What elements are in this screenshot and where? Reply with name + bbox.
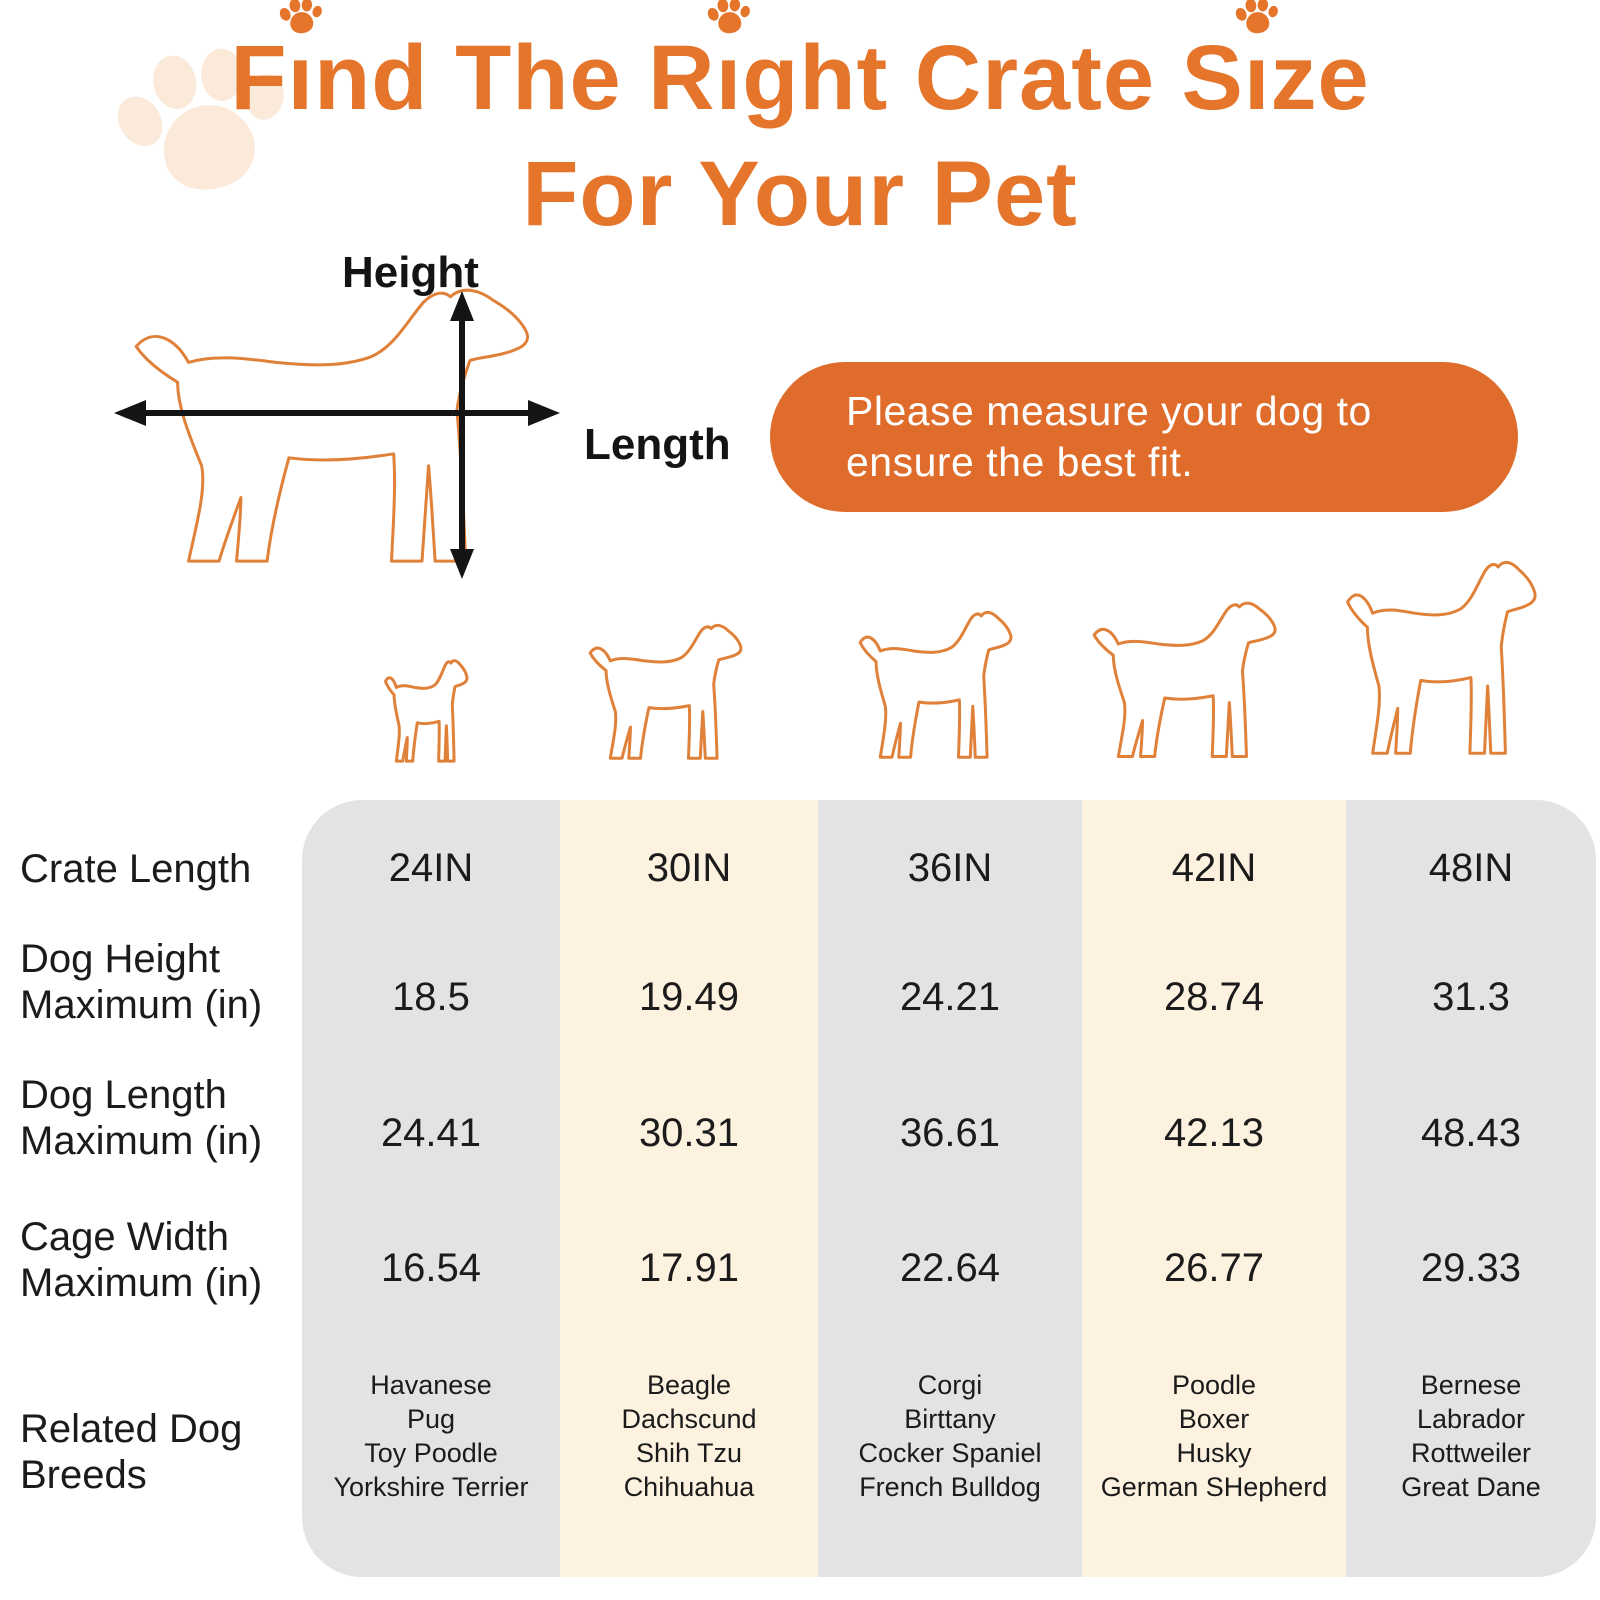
callout-line2: ensure the best fit. — [846, 439, 1194, 485]
row-label-text: Related Dog — [20, 1407, 243, 1451]
cage-width-max-value: 17.91 — [638, 1246, 740, 1290]
breed-item: Chihuahua — [623, 1472, 755, 1502]
breed-item: Great Dane — [1401, 1472, 1541, 1502]
dog-length-max-value: 24.41 — [380, 1111, 482, 1155]
row-label-text: Breeds — [20, 1453, 147, 1497]
breed-item: Dachscund — [621, 1404, 757, 1434]
breed-item: Corgi — [917, 1370, 983, 1400]
breed-item: Labrador — [1416, 1404, 1526, 1434]
callout-line1: Please measure your dog to — [846, 388, 1372, 434]
breed-item: Toy Poodle — [364, 1438, 498, 1468]
breeds-list: Corgi Birttany Cocker Spaniel French Bul… — [818, 1368, 1082, 1504]
crate-length-value: 24IN — [388, 846, 474, 890]
breed-item: Pug — [406, 1404, 456, 1434]
dog-height-max-value: 28.74 — [1163, 975, 1265, 1019]
title-text: F — [230, 27, 288, 129]
row-label-text: Dog Length — [20, 1073, 227, 1117]
height-arrow — [450, 291, 474, 579]
row-label-dog-length: Dog Length Maximum (in) — [20, 1072, 310, 1164]
breed-item: French Bulldog — [859, 1472, 1041, 1502]
length-arrow — [114, 400, 560, 426]
row-label-text: Maximum (in) — [20, 1119, 263, 1163]
breed-item: Birttany — [904, 1404, 996, 1434]
measure-callout: Please measure your dog to ensure the be… — [770, 362, 1518, 512]
row-label-text: Cage Width — [20, 1215, 229, 1259]
cage-width-max-value: 16.54 — [380, 1246, 482, 1290]
title-text: ght Crate S — [742, 27, 1244, 129]
row-label-dog-height: Dog Height Maximum (in) — [20, 936, 310, 1028]
title-text: ı — [287, 27, 315, 129]
row-label-text: Crate Length — [20, 847, 252, 891]
title-text: ı — [715, 27, 743, 129]
column-stripe-30in — [560, 800, 818, 1577]
row-label-text: Maximum (in) — [20, 983, 263, 1027]
crate-length-value: 36IN — [907, 846, 993, 890]
dog-length-max-value: 42.13 — [1163, 1111, 1265, 1155]
title-text: ı — [1243, 27, 1271, 129]
breeds-list: Poodle Boxer Husky German SHepherd — [1082, 1368, 1346, 1504]
column-stripe-42in — [1082, 800, 1346, 1577]
breed-item: Bernese — [1420, 1370, 1522, 1400]
dog-height-max-value: 24.21 — [899, 975, 1001, 1019]
crate-length-value: 30IN — [646, 846, 732, 890]
dog-icon-great-dane — [1335, 546, 1565, 770]
dog-length-max-value: 36.61 — [899, 1111, 1001, 1155]
callout-text: Please measure your dog to ensure the be… — [846, 386, 1372, 488]
breeds-list: Bernese Labrador Rottweiler Great Dane — [1346, 1368, 1596, 1504]
row-label-crate-length: Crate Length — [20, 846, 310, 892]
title-i-paw-right: ı — [704, 0, 754, 131]
paw-icon — [704, 0, 754, 36]
breeds-list: Havanese Pug Toy Poodle Yorkshire Terrie… — [302, 1368, 560, 1504]
column-stripe-24in — [302, 800, 560, 1577]
breed-item: Husky — [1176, 1438, 1252, 1468]
crate-length-value: 42IN — [1171, 846, 1257, 890]
dog-height-max-value: 18.5 — [392, 975, 470, 1019]
cage-width-max-value: 26.77 — [1163, 1246, 1265, 1290]
dog-length-max-value: 48.43 — [1420, 1111, 1522, 1155]
breed-item: Yorkshire Terrier — [333, 1472, 529, 1502]
row-label-cage-width: Cage Width Maximum (in) — [20, 1214, 310, 1306]
breed-item: Poodle — [1171, 1370, 1257, 1400]
row-label-related-breeds: Related Dog Breeds — [20, 1406, 310, 1498]
page-title-line1: Fı nd The Rı ght Crate Sı ze — [0, 0, 1600, 131]
cage-width-max-value: 22.64 — [899, 1246, 1001, 1290]
row-label-text: Maximum (in) — [20, 1261, 263, 1305]
dog-icon-beagle — [588, 623, 743, 760]
paw-icon — [1232, 0, 1283, 36]
title-text: nd The R — [314, 27, 716, 129]
page-title-line2: For Your Pet — [522, 143, 1078, 245]
paw-icon — [276, 0, 326, 36]
cage-width-max-value: 29.33 — [1420, 1246, 1522, 1290]
row-label-text: Dog Height — [20, 937, 221, 981]
breed-item: Beagle — [646, 1370, 732, 1400]
breed-item: Shih Tzu — [635, 1438, 743, 1468]
dog-icon-labrador — [1092, 601, 1277, 759]
dog-icon-husky — [858, 610, 1013, 759]
breed-item: Rottweiler — [1410, 1438, 1532, 1468]
height-label: Height — [342, 248, 479, 297]
column-stripe-36in — [818, 800, 1082, 1577]
dog-icon-chihuahua — [384, 659, 469, 763]
title-i-paw-find: ı — [276, 0, 326, 131]
column-stripe-48in — [1346, 800, 1596, 1577]
breed-item: German SHepherd — [1100, 1472, 1328, 1502]
breeds-list: Beagle Dachscund Shih Tzu Chihuahua — [560, 1368, 818, 1504]
breed-item: Cocker Spaniel — [858, 1438, 1042, 1468]
dog-length-max-value: 30.31 — [638, 1111, 740, 1155]
measured-dog-outline-icon — [136, 290, 527, 561]
breed-item: Boxer — [1178, 1404, 1250, 1434]
length-label: Length — [584, 420, 731, 469]
dog-height-max-value: 31.3 — [1432, 975, 1510, 1019]
breed-item: Havanese — [370, 1370, 492, 1400]
crate-length-value: 48IN — [1428, 846, 1514, 890]
title-text: ze — [1270, 27, 1370, 129]
dog-height-max-value: 19.49 — [638, 975, 740, 1019]
title-i-paw-size: ı — [1232, 0, 1283, 131]
measure-diagram — [114, 245, 560, 579]
